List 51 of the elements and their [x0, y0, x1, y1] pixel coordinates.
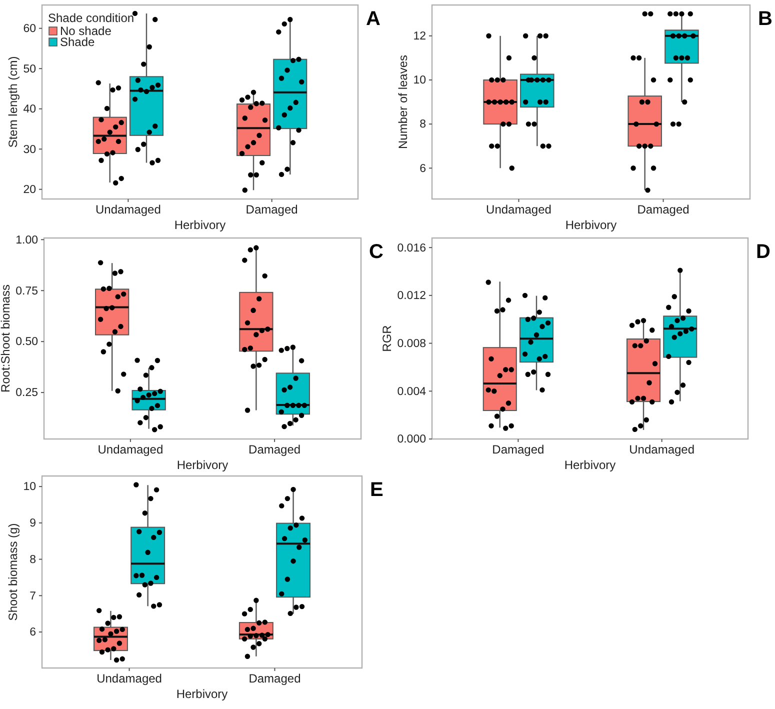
legend-label: Shade [60, 35, 96, 49]
y-tick-label: 0.004 [397, 386, 427, 398]
y-tick-label: 0.50 [16, 336, 38, 348]
y-tick-label: 8 [420, 118, 426, 131]
y-axis-title: Number of leaves [396, 54, 410, 150]
y-tick-label: 7 [30, 590, 36, 602]
y-tick-label: 40 [23, 104, 36, 116]
y-axis-title: RGR [380, 324, 394, 352]
y-tick-label: 8 [30, 554, 36, 566]
y-tick-label: 50 [23, 63, 36, 76]
x-axis-title: Herbivory [174, 218, 226, 232]
y-tick-label: 0.25 [16, 387, 38, 400]
legend-label: No shade [60, 24, 112, 38]
x-tick-label: Damaged [637, 202, 690, 217]
y-tick-label: 6 [420, 162, 426, 175]
y-tick-label: 0.75 [16, 285, 38, 298]
chart-title: C [369, 241, 384, 263]
x-tick-label: Undamaged [95, 202, 161, 217]
y-tick-label: 0.008 [397, 338, 426, 350]
y-tick-label: 30 [23, 144, 36, 156]
y-tick-label: 12 [413, 30, 426, 43]
x-tick-label: Undamaged [96, 672, 162, 686]
x-tick-label: Undamaged [486, 202, 552, 217]
y-tick-label: 20 [23, 184, 36, 196]
y-axis-title: Shoot biomass (g) [6, 523, 20, 621]
chart-title: D [756, 241, 770, 263]
x-tick-label: Undamaged [629, 442, 695, 457]
x-axis-title: Herbivory [565, 218, 617, 232]
y-axis-title: Stem length (cm) [6, 56, 20, 148]
x-tick-label: Undamaged [98, 442, 164, 457]
y-tick-label: 0.016 [397, 242, 426, 254]
x-axis-title: Herbivory [176, 458, 228, 472]
y-tick-label: 9 [30, 518, 36, 530]
chart-title: A [366, 8, 380, 30]
y-tick-label: 0.000 [397, 434, 426, 446]
x-tick-label: Damaged [246, 202, 298, 217]
y-tick-label: 10 [413, 74, 426, 87]
x-axis-title: Herbivory [564, 458, 616, 472]
y-tick-label: 6 [30, 626, 36, 639]
chart-title: B [758, 8, 772, 30]
legend-title: Shade condition [48, 11, 134, 25]
x-tick-label: Damaged [492, 442, 544, 457]
x-axis-title: Herbivory [176, 687, 228, 701]
chart-title: E [370, 479, 384, 501]
y-tick-label: 60 [23, 23, 36, 36]
y-tick-label: 0.012 [397, 290, 426, 302]
y-axis-title: Root:Shoot biomass [0, 284, 13, 393]
y-tick-label: 10 [23, 481, 36, 494]
x-tick-label: Damaged [248, 672, 301, 686]
y-tick-label: 1.00 [16, 234, 38, 246]
x-tick-label: Damaged [248, 442, 301, 457]
